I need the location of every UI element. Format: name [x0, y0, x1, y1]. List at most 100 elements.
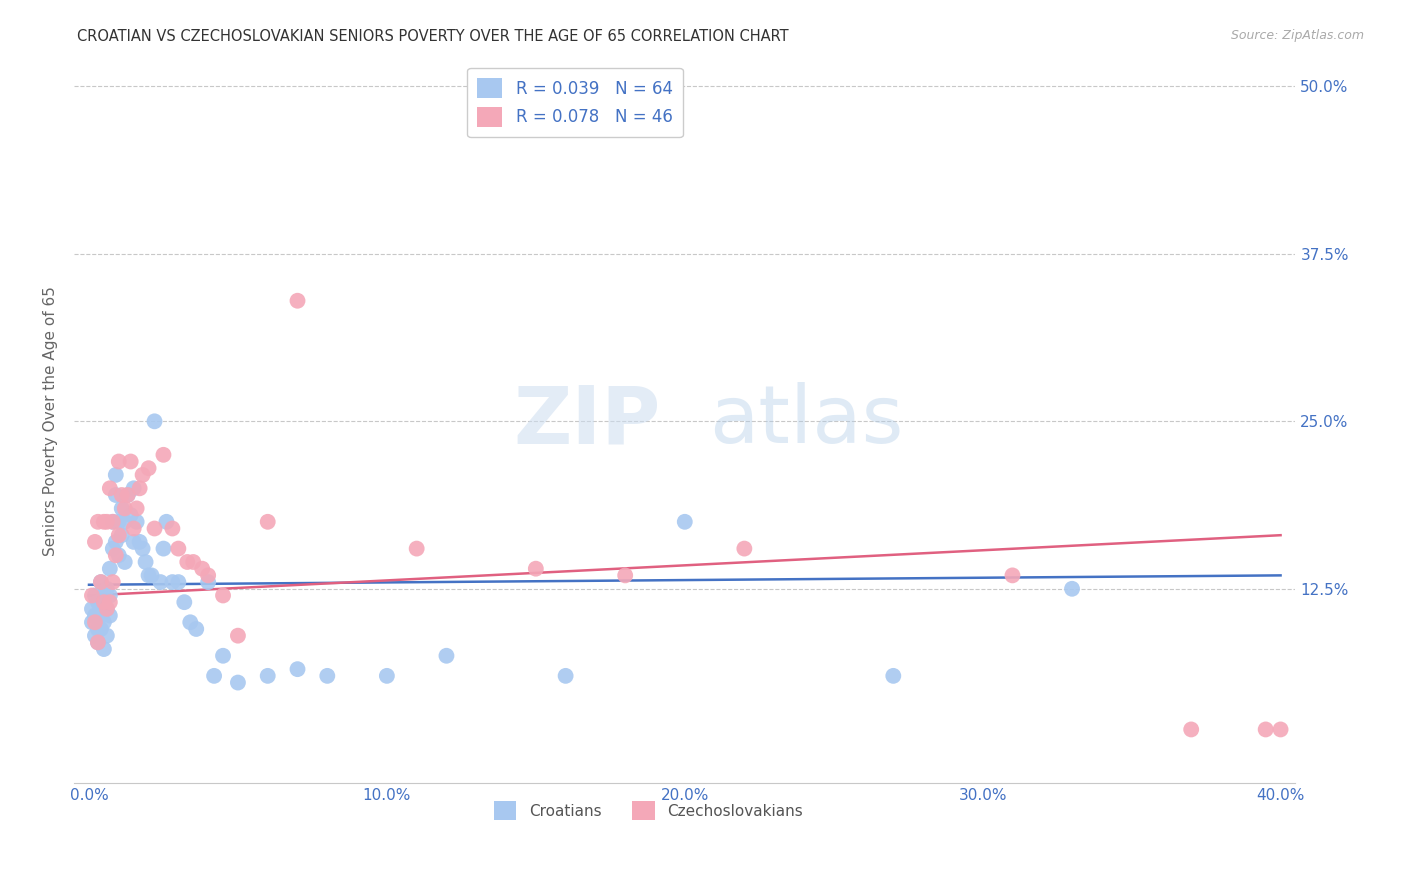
Legend: Croatians, Czechoslovakians: Croatians, Czechoslovakians	[488, 795, 808, 826]
Point	[122, 521, 145, 535]
Point	[131, 467, 153, 482]
Point	[197, 575, 219, 590]
Point	[87, 622, 110, 636]
Point	[128, 535, 150, 549]
Point	[143, 521, 166, 535]
Point	[117, 488, 139, 502]
Point	[80, 615, 103, 630]
Point	[1001, 568, 1024, 582]
Point	[80, 602, 103, 616]
Point	[107, 549, 129, 563]
Point	[882, 669, 904, 683]
Point	[111, 501, 134, 516]
Point	[128, 481, 150, 495]
Point	[90, 575, 112, 590]
Point	[162, 521, 184, 535]
Point	[96, 582, 118, 596]
Point	[212, 648, 235, 663]
Point	[104, 549, 127, 563]
Point	[141, 568, 163, 582]
Point	[287, 662, 309, 676]
Point	[93, 515, 115, 529]
Point	[162, 575, 184, 590]
Point	[138, 568, 160, 582]
Point	[84, 629, 107, 643]
Point	[96, 602, 118, 616]
Point	[554, 669, 576, 683]
Point	[107, 528, 129, 542]
Point	[107, 515, 129, 529]
Point	[87, 635, 110, 649]
Text: atlas: atlas	[709, 383, 904, 460]
Point	[1254, 723, 1277, 737]
Point	[181, 555, 204, 569]
Point	[117, 488, 139, 502]
Point	[93, 642, 115, 657]
Point	[167, 575, 190, 590]
Point	[114, 515, 136, 529]
Point	[98, 608, 121, 623]
Point	[93, 615, 115, 630]
Point	[316, 669, 339, 683]
Point	[90, 575, 112, 590]
Point	[212, 589, 235, 603]
Point	[96, 629, 118, 643]
Point	[98, 589, 121, 603]
Point	[111, 488, 134, 502]
Point	[152, 448, 174, 462]
Point	[125, 501, 148, 516]
Point	[104, 488, 127, 502]
Point	[84, 615, 107, 630]
Point	[673, 515, 696, 529]
Point	[120, 454, 142, 468]
Point	[122, 535, 145, 549]
Point	[131, 541, 153, 556]
Point	[524, 562, 547, 576]
Text: CROATIAN VS CZECHOSLOVAKIAN SENIORS POVERTY OVER THE AGE OF 65 CORRELATION CHART: CROATIAN VS CZECHOSLOVAKIAN SENIORS POVE…	[77, 29, 789, 44]
Point	[101, 515, 124, 529]
Point	[101, 575, 124, 590]
Point	[256, 515, 278, 529]
Point	[96, 515, 118, 529]
Point	[733, 541, 755, 556]
Point	[84, 608, 107, 623]
Point	[202, 669, 225, 683]
Point	[84, 535, 107, 549]
Point	[226, 629, 249, 643]
Point	[173, 595, 195, 609]
Point	[167, 541, 190, 556]
Point	[436, 648, 458, 663]
Point	[104, 467, 127, 482]
Point	[90, 595, 112, 609]
Point	[122, 481, 145, 495]
Point	[98, 595, 121, 609]
Point	[120, 508, 142, 522]
Point	[179, 615, 201, 630]
Y-axis label: Seniors Poverty Over the Age of 65: Seniors Poverty Over the Age of 65	[44, 286, 58, 557]
Point	[87, 635, 110, 649]
Point	[143, 414, 166, 428]
Point	[90, 622, 112, 636]
Point	[114, 501, 136, 516]
Point	[104, 535, 127, 549]
Point	[125, 515, 148, 529]
Point	[191, 562, 214, 576]
Point	[197, 568, 219, 582]
Point	[93, 595, 115, 609]
Point	[135, 555, 157, 569]
Point	[149, 575, 172, 590]
Point	[114, 555, 136, 569]
Point	[186, 622, 208, 636]
Point	[138, 461, 160, 475]
Point	[93, 589, 115, 603]
Point	[375, 669, 398, 683]
Point	[98, 562, 121, 576]
Point	[84, 589, 107, 603]
Point	[287, 293, 309, 308]
Point	[98, 481, 121, 495]
Point	[96, 602, 118, 616]
Point	[1180, 723, 1202, 737]
Text: Source: ZipAtlas.com: Source: ZipAtlas.com	[1230, 29, 1364, 42]
Point	[1270, 723, 1292, 737]
Point	[614, 568, 637, 582]
